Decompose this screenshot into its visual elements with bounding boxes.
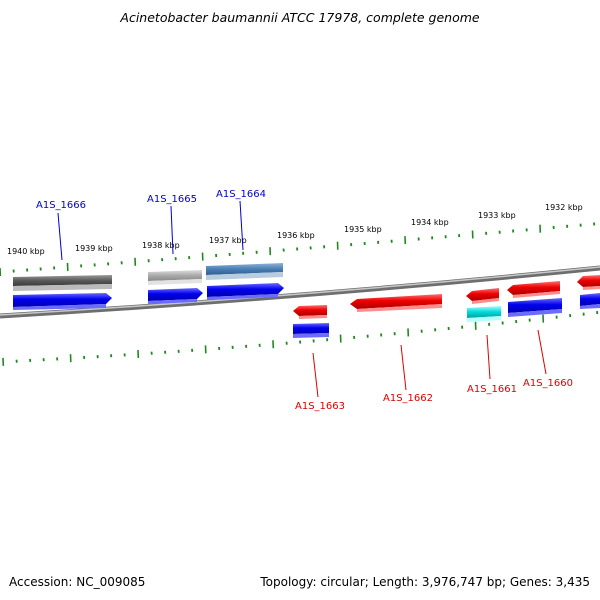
feature-cyan-1661[interactable]	[467, 306, 501, 322]
kbp-label-1939: 1939 kbp	[75, 244, 113, 253]
accession-text: Accession: NC_009085	[9, 575, 146, 589]
gene-label-A1S_1666[interactable]: A1S_1666	[36, 200, 86, 211]
kbp-label-1936: 1936 kbp	[277, 231, 315, 240]
gene-label-A1S_1665[interactable]: A1S_1665	[147, 194, 197, 205]
leader-line-1661	[486, 334, 491, 380]
gene-label-A1S_1660[interactable]: A1S_1660	[523, 378, 573, 389]
feature-blue-edge-right[interactable]	[580, 293, 600, 309]
gene-arrow-1661[interactable]	[466, 288, 499, 304]
leader-line-1663	[312, 352, 319, 398]
gene-arrow-1662[interactable]	[350, 294, 442, 312]
leader-line-1664	[239, 200, 244, 251]
feature-blue-1663[interactable]	[293, 323, 329, 338]
gene-arrow-edge-right[interactable]	[577, 275, 600, 290]
gene-arrow-1664[interactable]	[207, 283, 284, 300]
genome-backbone	[0, 265, 600, 319]
genome-backbone-highlight	[0, 266, 600, 316]
gene-arrow-1665[interactable]	[148, 288, 203, 304]
gene-arrow-1666[interactable]	[13, 293, 112, 310]
kbp-label-1940: 1940 kbp	[7, 247, 45, 256]
leader-line-1665	[170, 205, 174, 255]
leader-line-1662	[400, 344, 407, 391]
gene-label-A1S_1663[interactable]: A1S_1663	[295, 401, 345, 412]
kbp-label-1934: 1934 kbp	[411, 218, 449, 227]
map-title: Acinetobacter baumannii ATCC 17978, comp…	[120, 10, 480, 25]
inner-scale-ticks	[2, 310, 599, 366]
feature-blue-1660[interactable]	[508, 298, 562, 317]
gene-label-A1S_1662[interactable]: A1S_1662	[383, 393, 433, 404]
feature-light-gray-1665[interactable]	[148, 270, 202, 285]
gene-label-A1S_1661[interactable]: A1S_1661	[467, 384, 517, 395]
genome-summary-text: Topology: circular; Length: 3,976,747 bp…	[260, 575, 590, 589]
gene-label-A1S_1664[interactable]: A1S_1664	[216, 189, 266, 200]
kbp-label-1938: 1938 kbp	[142, 241, 180, 250]
kbp-label-1932: 1932 kbp	[545, 203, 583, 212]
leader-line-1660	[537, 329, 547, 375]
feature-dark-gray-1666[interactable]	[13, 275, 112, 291]
leader-line-1666	[57, 212, 63, 261]
kbp-label-1933: 1933 kbp	[478, 211, 516, 220]
feature-steel-blue-1664[interactable]	[206, 263, 283, 280]
kbp-label-1935: 1935 kbp	[344, 225, 382, 234]
kbp-label-1937: 1937 kbp	[209, 236, 247, 245]
outer-scale-ticks	[0, 222, 596, 277]
gene-arrow-1663[interactable]	[293, 305, 327, 319]
gene-arrow-1660[interactable]	[507, 281, 560, 298]
